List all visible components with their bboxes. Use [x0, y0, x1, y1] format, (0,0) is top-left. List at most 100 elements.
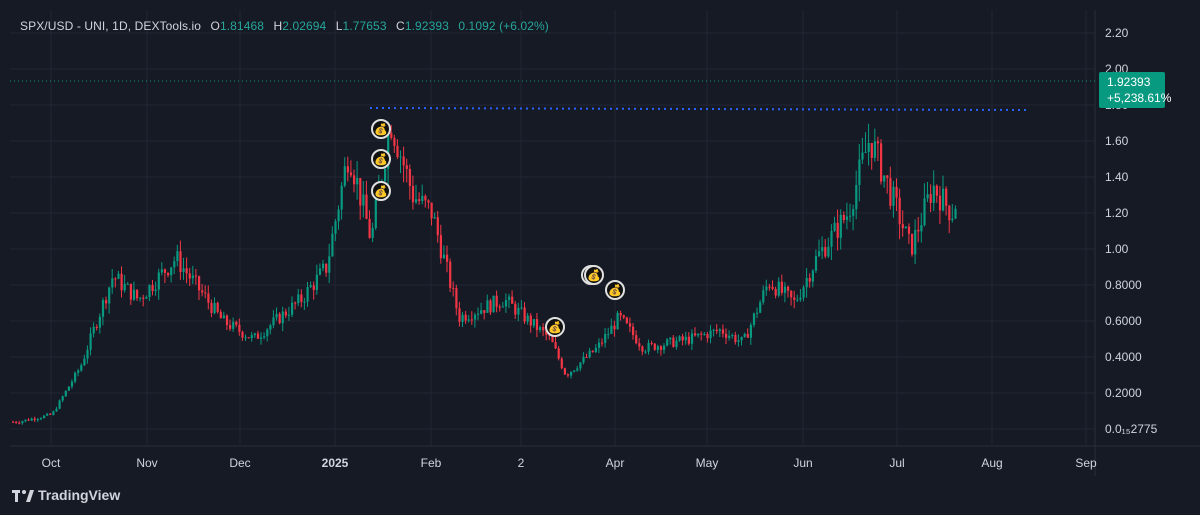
candle-body — [954, 208, 957, 219]
candle-body — [433, 217, 436, 219]
candle-body — [849, 215, 852, 217]
candle-body — [876, 141, 880, 144]
close-key: C — [396, 19, 405, 33]
candle-body — [467, 319, 470, 321]
candle-body — [852, 209, 855, 216]
candle-body — [715, 329, 718, 332]
candle-body — [405, 165, 408, 169]
candle-body — [204, 292, 207, 294]
candle-body — [77, 370, 80, 373]
resistance-line[interactable] — [369, 107, 1031, 111]
candle-body — [749, 324, 752, 338]
candle-body — [421, 195, 424, 202]
candle-body — [253, 333, 256, 336]
candle-body — [225, 315, 229, 326]
candle-body — [734, 334, 737, 342]
candle-body — [889, 177, 892, 206]
candle-body — [263, 336, 266, 338]
candle-body — [601, 342, 604, 344]
candle-body — [216, 302, 219, 312]
candle-body — [588, 350, 591, 358]
candle-body — [458, 308, 461, 322]
candle-body — [591, 350, 594, 353]
candle-body — [145, 297, 148, 299]
moneybag-icon[interactable]: 💰 — [545, 317, 565, 337]
price-scale-label: 1.00 — [1105, 242, 1129, 256]
candle-body — [399, 156, 402, 158]
symbol-info: SPX/USD - UNI, 1D, DEXTools.io — [20, 19, 202, 33]
candle-body — [796, 299, 799, 301]
candle-body — [67, 386, 70, 391]
candle-body — [684, 336, 687, 341]
candle-body — [269, 325, 272, 330]
candle-body — [920, 225, 923, 232]
moneybag-icon[interactable]: 💰 — [371, 149, 391, 169]
candle-body — [836, 222, 839, 238]
tradingview-logo[interactable]: TradingView — [12, 487, 120, 503]
candle-body — [89, 333, 92, 350]
candle-body — [659, 346, 663, 350]
candle-body — [721, 329, 725, 334]
candle-body — [291, 302, 294, 315]
price-scale-label: 1.60 — [1105, 134, 1129, 148]
candle-body — [163, 269, 167, 273]
moneybag-icon[interactable]: 💰 — [584, 265, 604, 285]
candle-body — [808, 277, 811, 282]
moneybag-icon[interactable]: 💰 — [605, 280, 625, 300]
candle-body — [663, 345, 666, 350]
candle-body — [86, 349, 89, 359]
candle-body — [55, 408, 58, 412]
candle-body — [374, 199, 377, 228]
candle-body — [833, 222, 836, 231]
candle-body — [185, 268, 188, 274]
candle-body — [492, 295, 495, 313]
price-scale-label: 0.4000 — [1105, 350, 1142, 364]
candle-body — [508, 296, 511, 301]
candle-body — [616, 312, 619, 330]
candle-body — [222, 315, 225, 319]
candle-body — [495, 295, 498, 307]
candle-body — [334, 221, 337, 234]
candle-body — [170, 267, 173, 276]
candle-body — [18, 422, 21, 424]
candle-body — [191, 275, 194, 279]
candle-body — [452, 287, 455, 289]
candle-body — [167, 272, 170, 276]
candle-body — [554, 342, 557, 349]
candle-body — [297, 294, 300, 304]
candle-body — [27, 419, 30, 421]
candle-body — [814, 255, 818, 271]
candle-body — [111, 278, 114, 288]
candle-body — [235, 321, 238, 325]
moneybag-icon[interactable]: 💰 — [371, 181, 391, 201]
open-value: 1.81468 — [219, 19, 265, 33]
low-value: 1.77653 — [342, 19, 387, 33]
candle-body — [61, 396, 64, 401]
candle-body — [858, 159, 861, 185]
candle-body — [123, 283, 126, 291]
candle-body — [46, 413, 49, 416]
candle-body — [793, 297, 796, 300]
candle-body — [700, 333, 703, 335]
candle-body — [582, 356, 585, 363]
chart-legend: SPX/USD - UNI, 1D, DEXTools.io O1.81468 … — [20, 19, 549, 33]
candle-body — [576, 368, 579, 371]
candle-body — [678, 336, 681, 341]
candle-body — [681, 336, 684, 341]
current-price-badge: 1.92393 +5,238.61% — [1099, 72, 1171, 108]
candle-body — [266, 329, 269, 337]
candle-body — [470, 319, 473, 321]
moneybag-icon[interactable]: 💰 — [371, 119, 391, 139]
candle-body — [331, 233, 334, 257]
candle-body — [517, 307, 520, 315]
candle-body — [340, 185, 343, 210]
candle-body — [566, 374, 570, 376]
candle-body — [570, 371, 573, 376]
candle-body — [260, 337, 263, 339]
candle-body — [560, 358, 563, 369]
candle-body — [501, 306, 504, 308]
candle-body — [430, 202, 433, 219]
candle-body — [880, 143, 883, 182]
candle-body — [697, 333, 700, 336]
